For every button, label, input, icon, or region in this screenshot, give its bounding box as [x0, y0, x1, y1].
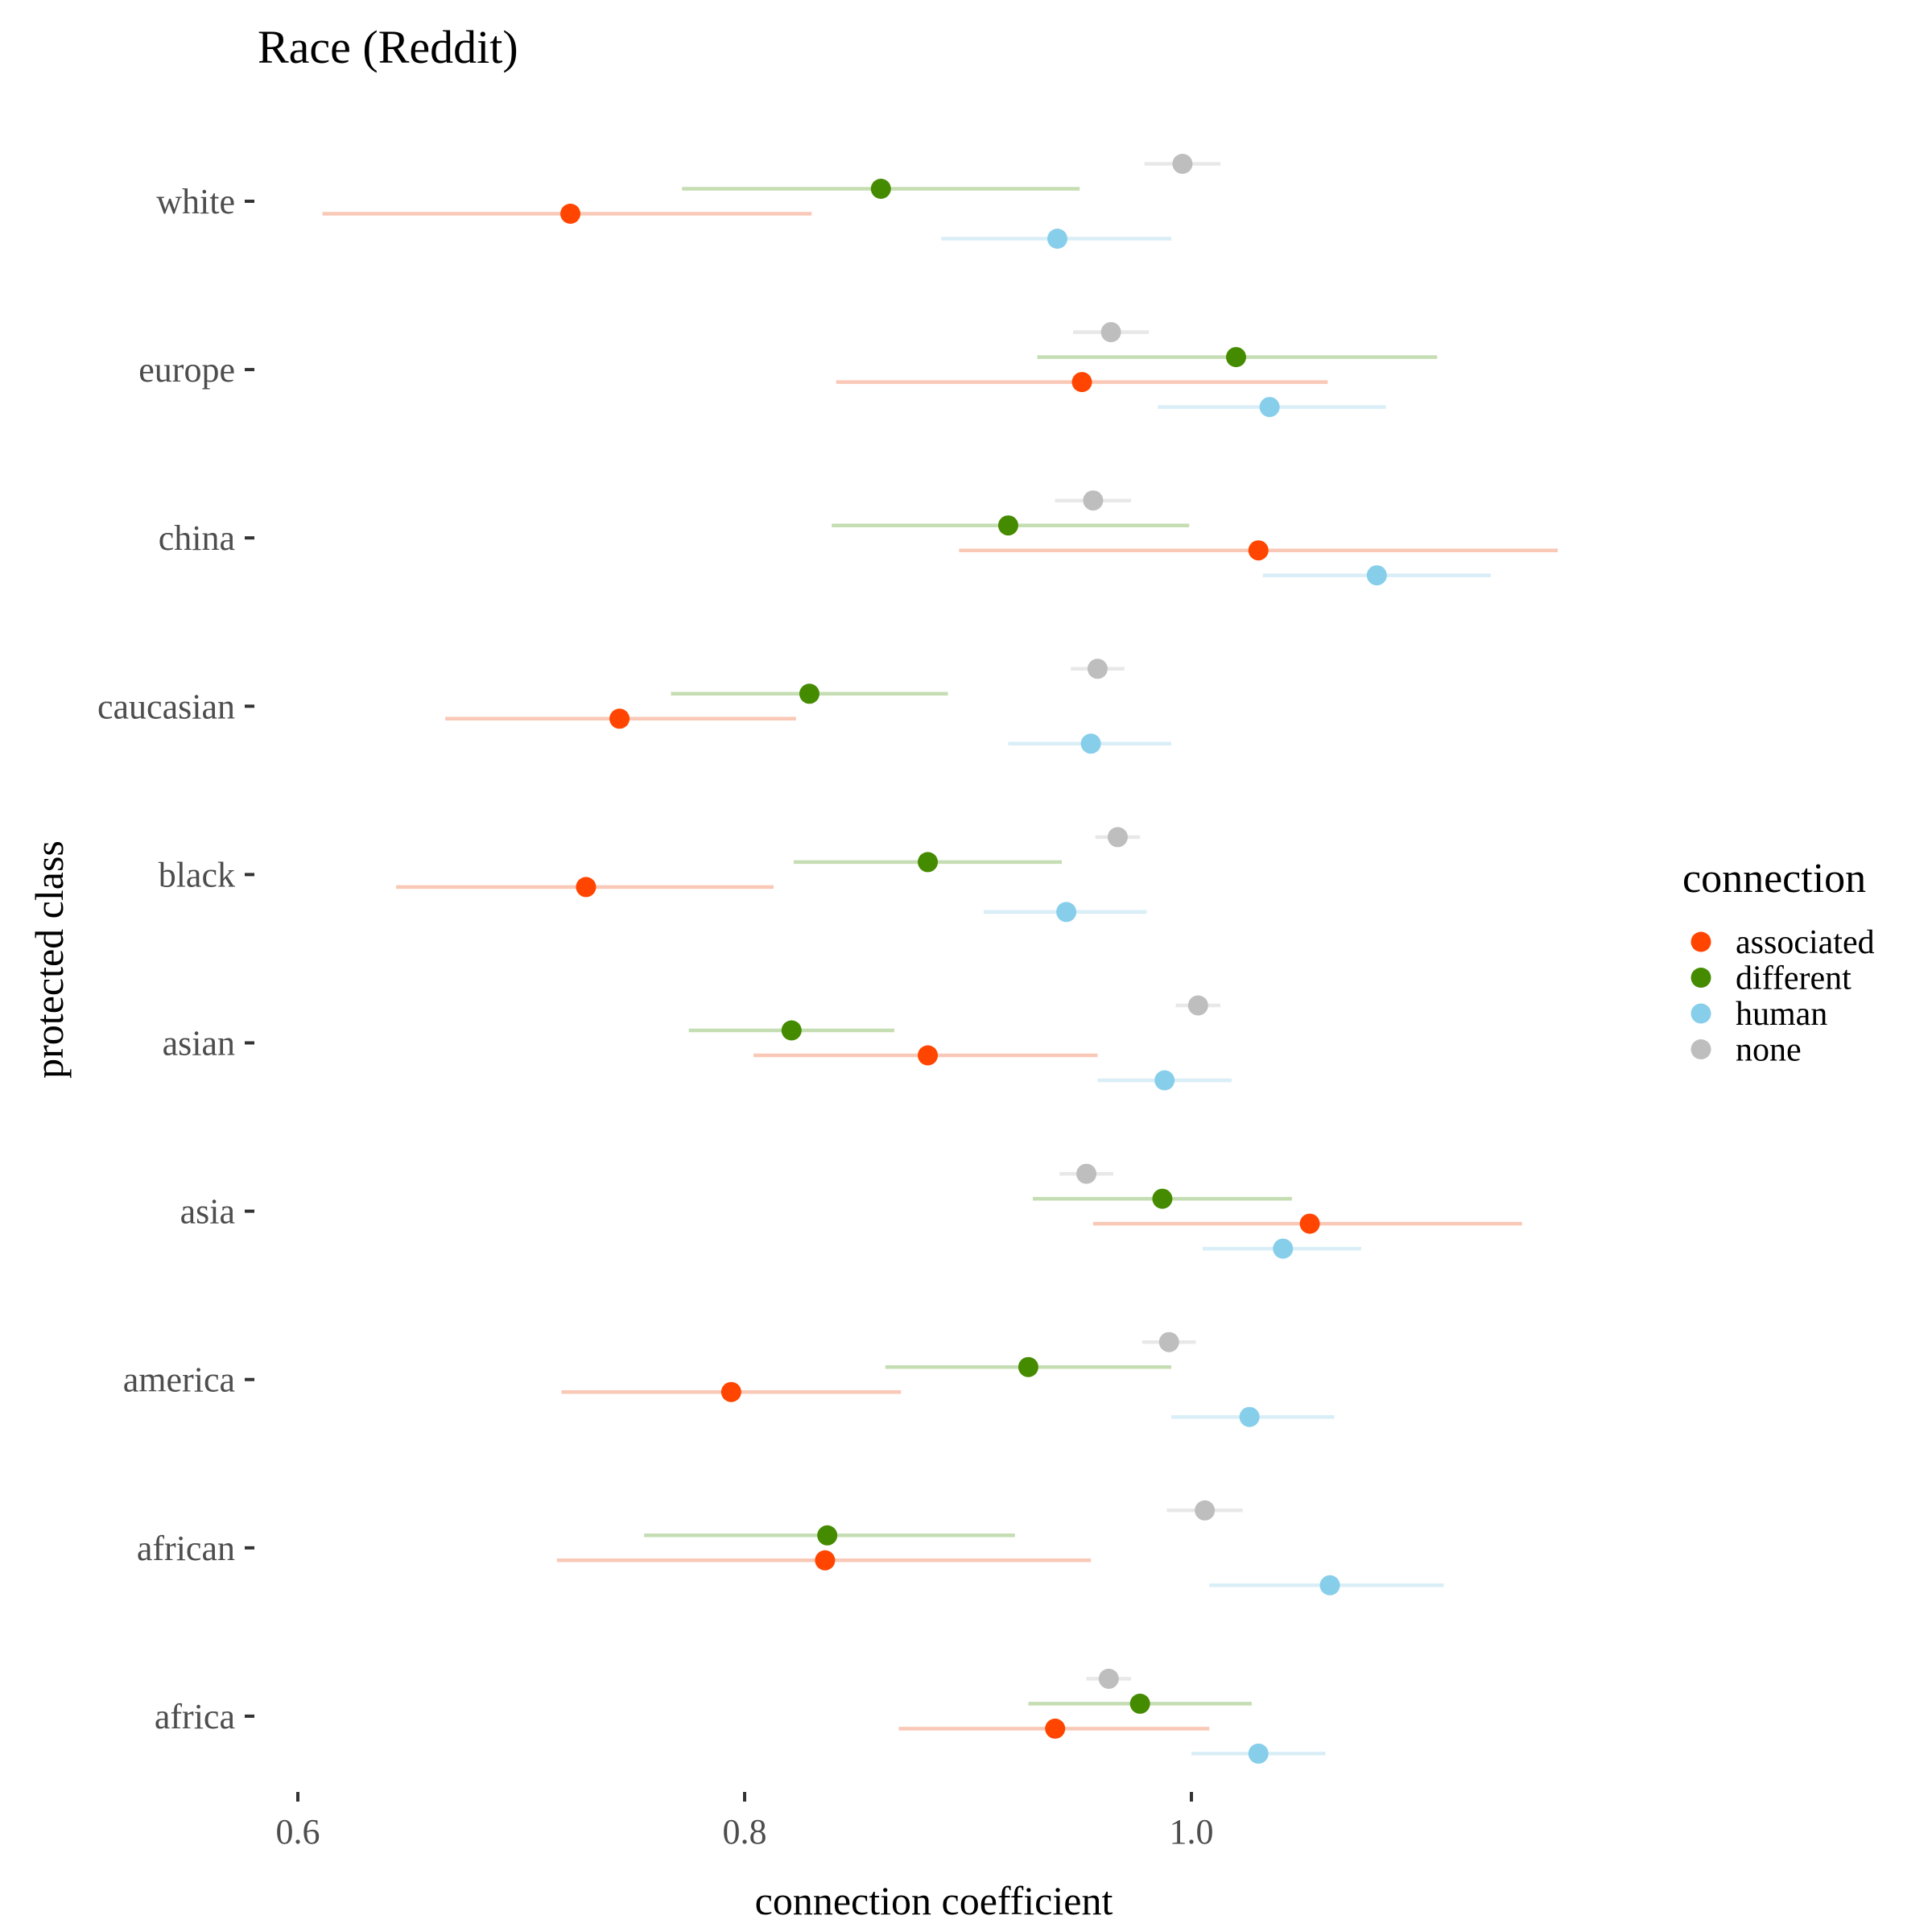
point-human — [1047, 229, 1067, 249]
point-human — [1319, 1575, 1340, 1596]
y-tick-label: black — [159, 855, 235, 894]
chart-title: Race (Reddit) — [258, 21, 518, 73]
y-tick-label: europe — [138, 350, 235, 390]
y-axis: white europe china caucasian black asian asia a… — [97, 182, 254, 1736]
point-none — [1076, 1163, 1097, 1184]
point-different — [781, 1020, 802, 1041]
legend-label-associated: associated — [1736, 924, 1875, 961]
x-tick-label: 1.0 — [1170, 1812, 1214, 1852]
legend-key-none — [1690, 1039, 1711, 1059]
y-tick-label: china — [159, 518, 235, 558]
y-tick-label: africa — [155, 1697, 235, 1736]
point-different — [1152, 1188, 1173, 1209]
interval-layer — [322, 162, 1558, 1756]
point-different — [1018, 1356, 1038, 1377]
point-associated — [720, 1381, 741, 1402]
point-associated — [918, 1045, 939, 1066]
point-human — [1273, 1238, 1294, 1259]
point-human — [1259, 397, 1280, 418]
point-none — [1100, 322, 1121, 343]
point-none — [1187, 995, 1208, 1016]
point-none — [1087, 658, 1108, 679]
y-tick-label: asia — [180, 1192, 235, 1232]
point-different — [799, 683, 819, 704]
x-tick-label: 0.8 — [723, 1812, 767, 1852]
point-layer — [560, 154, 1387, 1764]
point-none — [1083, 490, 1104, 511]
legend-label-none: none — [1736, 1032, 1802, 1069]
y-tick-label: america — [123, 1360, 235, 1400]
legend-label-human: human — [1736, 996, 1827, 1033]
point-associated — [1299, 1213, 1320, 1234]
point-human — [1154, 1070, 1175, 1091]
point-human — [1239, 1406, 1260, 1427]
point-different — [1226, 347, 1246, 368]
point-human — [1056, 902, 1077, 923]
point-associated — [560, 204, 581, 224]
point-associated — [609, 708, 630, 729]
legend-key-different — [1690, 968, 1711, 988]
point-associated — [576, 877, 597, 898]
y-tick-label: african — [137, 1529, 235, 1568]
legend-key-associated — [1690, 931, 1711, 952]
point-associated — [1248, 540, 1269, 561]
legend-key-human — [1690, 1003, 1711, 1024]
point-different — [997, 515, 1018, 536]
point-none — [1158, 1331, 1179, 1352]
legend-title: connection — [1682, 856, 1866, 902]
point-associated — [1045, 1718, 1066, 1739]
point-human — [1366, 565, 1387, 586]
point-different — [1129, 1693, 1150, 1714]
point-associated — [1071, 372, 1092, 393]
y-axis-title: protected class — [27, 840, 72, 1079]
point-different — [918, 852, 939, 873]
y-tick-label: caucasian — [97, 687, 235, 726]
x-axis: 0.6 0.8 1.0 — [276, 1792, 1214, 1852]
x-tick-label: 0.6 — [276, 1812, 320, 1852]
point-none — [1107, 827, 1128, 848]
point-different — [870, 179, 891, 199]
point-none — [1195, 1500, 1216, 1521]
point-different — [817, 1525, 838, 1546]
point-none — [1098, 1668, 1119, 1689]
legend-label-different: different — [1736, 960, 1852, 997]
point-none — [1172, 154, 1193, 174]
point-human — [1080, 733, 1101, 754]
y-tick-label: white — [156, 182, 235, 221]
y-tick-label: asian — [163, 1024, 235, 1063]
point-associated — [815, 1550, 836, 1571]
point-human — [1248, 1743, 1269, 1764]
x-axis-title: connection coefficient — [755, 1878, 1113, 1923]
